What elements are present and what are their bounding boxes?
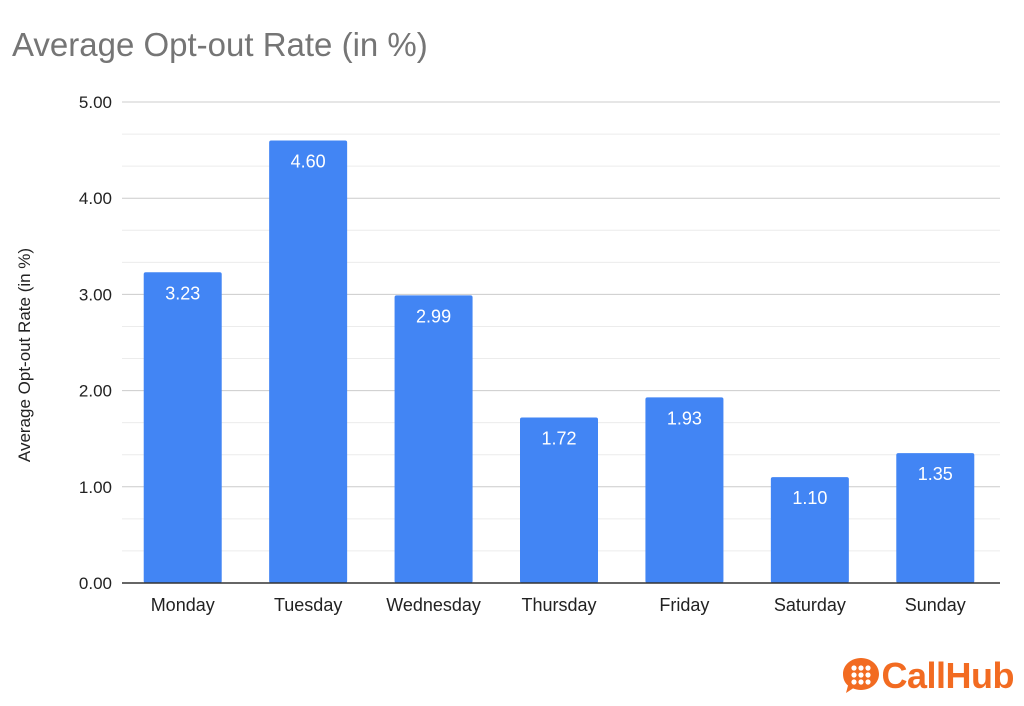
y-tick-label: 2.00 <box>79 382 112 401</box>
bar <box>269 140 348 584</box>
logo-text: CallHub <box>881 655 1014 696</box>
bar <box>520 417 598 583</box>
callhub-logo: CallHub <box>841 654 1014 698</box>
y-tick-label: 3.00 <box>79 285 112 304</box>
gridlines <box>122 101 1000 584</box>
x-tick-label: Sunday <box>905 595 966 615</box>
data-label: 1.10 <box>792 488 827 508</box>
data-label: 3.23 <box>165 283 200 303</box>
y-tick-label: 0.00 <box>79 574 112 593</box>
x-tick-label: Thursday <box>521 595 596 615</box>
chat-bubble-icon <box>843 658 880 693</box>
y-tick-label: 5.00 <box>79 93 112 112</box>
data-label: 1.93 <box>667 408 702 428</box>
data-label: 1.35 <box>918 464 953 484</box>
x-tick-label: Friday <box>659 595 709 615</box>
bars: 3.23 4.60 2.99 1.72 1.93 1.10 1.35 <box>143 140 975 584</box>
chart-title: Average Opt-out Rate (in %) <box>12 26 428 63</box>
y-axis-ticks: 0.00 1.00 2.00 3.00 4.00 5.00 <box>79 93 112 593</box>
data-label: 1.72 <box>541 429 576 449</box>
bar <box>143 272 222 583</box>
x-tick-label: Wednesday <box>386 595 481 615</box>
y-axis-title: Average Opt-out Rate (in %) <box>15 248 34 462</box>
x-axis-labels: Monday Tuesday Wednesday Thursday Friday Satu… <box>151 595 966 615</box>
bar <box>770 477 849 583</box>
bar <box>645 397 724 583</box>
bar <box>394 295 473 583</box>
x-tick-label: Tuesday <box>274 595 342 615</box>
data-label: 2.99 <box>416 306 451 326</box>
bar <box>896 453 975 583</box>
x-tick-label: Monday <box>151 595 215 615</box>
y-tick-label: 4.00 <box>79 189 112 208</box>
data-label: 4.60 <box>291 151 326 171</box>
y-tick-label: 1.00 <box>79 478 112 497</box>
x-tick-label: Saturday <box>774 595 846 615</box>
